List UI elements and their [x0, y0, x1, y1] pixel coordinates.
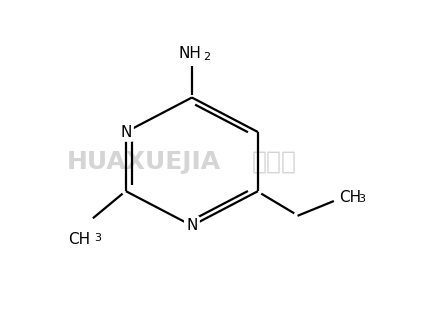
Text: CH: CH: [69, 232, 91, 247]
Text: NH: NH: [179, 45, 201, 60]
Text: 3: 3: [359, 194, 366, 204]
Text: HUAXUEJIA: HUAXUEJIA: [66, 149, 221, 173]
Text: N: N: [186, 218, 198, 233]
Text: 化学加: 化学加: [251, 149, 296, 173]
Text: 3: 3: [94, 233, 101, 243]
Text: 2: 2: [203, 52, 210, 62]
Text: N: N: [120, 124, 132, 140]
Text: CH: CH: [339, 190, 361, 205]
